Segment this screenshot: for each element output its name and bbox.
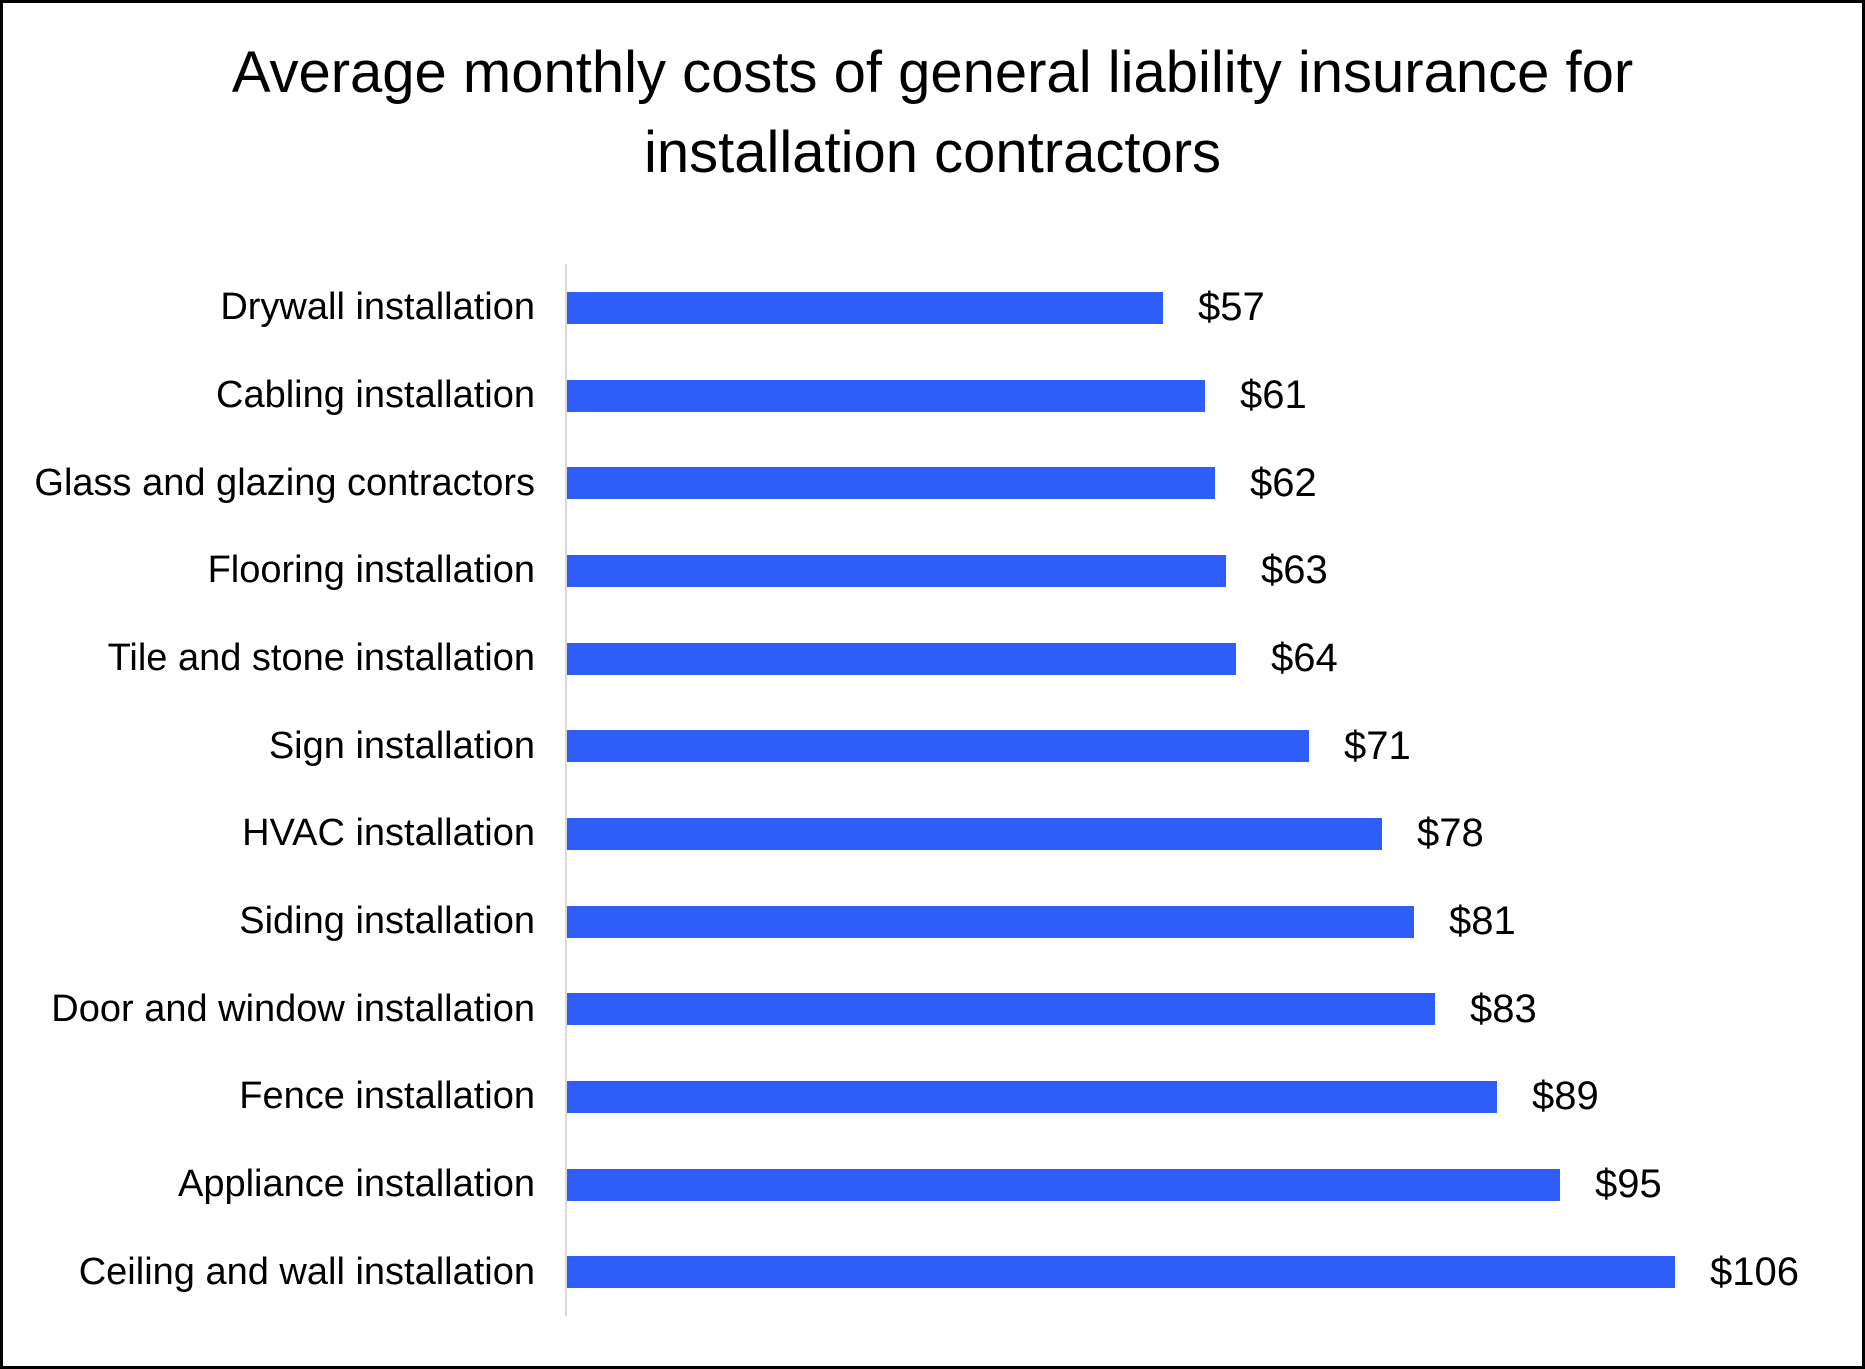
chart-row: HVAC installation $78 — [3, 790, 1862, 878]
chart-rows: Drywall installation $57 Cabling install… — [3, 264, 1862, 1316]
chart-row: Tile and stone installation $64 — [3, 615, 1862, 703]
value-label: $106 — [1710, 1249, 1799, 1294]
category-label: Ceiling and wall installation — [78, 1250, 535, 1293]
value-label: $61 — [1240, 373, 1307, 417]
value-label: $78 — [1417, 811, 1484, 856]
value-label: $83 — [1470, 986, 1537, 1031]
chart-row: Drywall installation $57 — [3, 264, 1862, 352]
chart-row: Cabling installation $61 — [3, 352, 1862, 440]
category-label: Tile and stone installation — [107, 637, 535, 680]
chart-row: Glass and glazing contractors $62 — [3, 439, 1862, 527]
category-label: Sign installation — [268, 724, 535, 767]
category-label: HVAC installation — [242, 812, 535, 855]
bar — [567, 1256, 1675, 1289]
value-label: $63 — [1261, 548, 1328, 593]
chart-title-line-2: installation contractors — [643, 120, 1222, 185]
value-label: $81 — [1449, 899, 1516, 944]
chart-row: Sign installation $71 — [3, 702, 1862, 790]
bar — [567, 993, 1435, 1026]
value-label: $95 — [1595, 1162, 1662, 1207]
bar — [567, 905, 1414, 938]
category-label: Door and window installation — [51, 987, 535, 1030]
chart-row: Flooring installation $63 — [3, 527, 1862, 615]
bar — [567, 291, 1163, 324]
y-axis-line — [565, 264, 567, 1316]
chart-title: Average monthly costs of general liabili… — [3, 3, 1862, 193]
bar — [567, 1080, 1497, 1113]
bar — [567, 379, 1205, 412]
value-label: $57 — [1198, 285, 1265, 330]
bar — [567, 554, 1226, 587]
bar — [567, 817, 1382, 850]
category-label: Fence installation — [239, 1075, 535, 1118]
chart-row: Door and window installation $83 — [3, 965, 1862, 1053]
value-label: $62 — [1250, 460, 1317, 505]
category-label: Appliance installation — [177, 1163, 535, 1206]
category-label: Drywall installation — [220, 286, 535, 329]
bar — [567, 467, 1215, 500]
chart-row: Appliance installation $95 — [3, 1141, 1862, 1229]
value-label: $89 — [1532, 1074, 1599, 1119]
chart-title-line-1: Average monthly costs of general liabili… — [231, 40, 1634, 105]
category-label: Glass and glazing contractors — [34, 461, 535, 504]
value-label: $64 — [1271, 636, 1338, 681]
category-label: Siding installation — [239, 900, 535, 943]
bar-chart: Drywall installation $57 Cabling install… — [3, 264, 1862, 1316]
bar — [567, 1168, 1560, 1201]
category-label: Cabling installation — [216, 374, 535, 416]
category-label: Flooring installation — [207, 549, 535, 592]
bar — [567, 642, 1236, 675]
value-label: $71 — [1344, 723, 1411, 768]
bar — [567, 730, 1309, 763]
chart-row: Siding installation $81 — [3, 878, 1862, 966]
chart-row: Ceiling and wall installation $106 — [3, 1228, 1862, 1316]
chart-row: Fence installation $89 — [3, 1053, 1862, 1141]
